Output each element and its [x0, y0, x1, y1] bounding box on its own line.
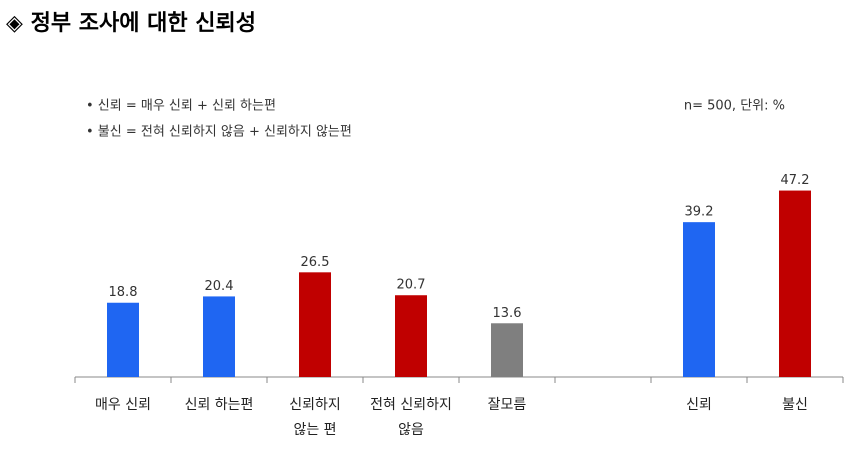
value-label: 47.2 [781, 173, 810, 188]
bar [203, 296, 235, 377]
note: • 불신 = 전혀 신뢰하지 않음 + 신뢰하지 않는편 [86, 125, 352, 140]
x-tick-label: 않음 [398, 422, 424, 438]
value-label: 20.4 [205, 279, 234, 294]
value-label: 13.6 [493, 306, 522, 321]
value-label: 26.5 [301, 255, 330, 270]
value-label: 18.8 [109, 285, 138, 300]
bar [779, 190, 811, 377]
x-tick-label: 불신 [782, 397, 808, 413]
bar [683, 222, 715, 377]
x-tick-label: 신뢰 하는편 [185, 397, 254, 413]
value-label: 20.7 [397, 278, 426, 293]
x-tick-label: 잘모름 [488, 397, 527, 413]
x-tick-label: 않는 편 [293, 422, 336, 438]
chart-title: ◈ 정부 조사에 대한 신뢰성 [6, 11, 256, 36]
x-tick-label: 매우 신뢰 [95, 397, 151, 413]
bar [491, 323, 523, 377]
note: • 신뢰 = 매우 신뢰 + 신뢰 하는편 [86, 99, 276, 114]
sample-note: n= 500, 단위: % [684, 99, 785, 114]
x-tick-label: 신뢰 [686, 397, 712, 413]
bar [107, 302, 139, 377]
x-tick-label: 전혀 신뢰하지 [370, 397, 452, 413]
bar [395, 295, 427, 377]
bar [299, 272, 331, 377]
x-tick-label: 신뢰하지 [289, 397, 341, 413]
value-label: 39.2 [685, 205, 714, 220]
